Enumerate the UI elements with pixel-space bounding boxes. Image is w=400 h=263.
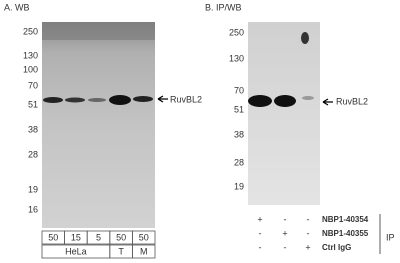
mw-marker: 28 — [234, 157, 244, 167]
blot-a — [42, 22, 155, 228]
panel-title: B. IP/WB — [205, 2, 242, 12]
mw-marker: 38 — [234, 129, 244, 139]
mw-marker: 250 — [23, 26, 38, 36]
mw-marker: 19 — [28, 184, 38, 194]
group-label: HeLa — [65, 246, 87, 256]
band — [274, 95, 296, 107]
mw-marker: 19 — [234, 181, 244, 191]
group-label: M — [140, 246, 148, 256]
ip-row-label: NBP1-40355 — [322, 229, 369, 238]
group-box — [131, 244, 156, 259]
band — [248, 95, 272, 107]
target-label: RuvBL2 — [336, 96, 368, 106]
ip-mark: - — [284, 214, 287, 224]
band — [302, 96, 314, 100]
lane-load: 50 — [139, 232, 149, 242]
target-label: RuvBL2 — [170, 94, 202, 104]
spot — [301, 32, 309, 44]
band — [43, 97, 63, 103]
mw-marker: 250 — [229, 27, 244, 37]
lane-load: 5 — [96, 232, 101, 242]
band — [88, 98, 106, 102]
ip-mark: + — [305, 242, 310, 252]
band — [133, 96, 153, 102]
lane-load: 50 — [48, 232, 58, 242]
band — [65, 97, 85, 103]
ip-mark: - — [259, 242, 262, 252]
band — [109, 95, 131, 105]
ip-mark: + — [257, 214, 262, 224]
arrow — [322, 98, 333, 106]
mw-marker: 70 — [234, 85, 244, 95]
lane-box — [131, 230, 156, 245]
mw-marker: 16 — [28, 204, 38, 214]
mw-marker: 130 — [229, 53, 244, 63]
mw-marker: 51 — [28, 99, 38, 109]
group-label: T — [118, 246, 124, 256]
ip-mark: - — [259, 228, 262, 238]
mw-marker: 100 — [23, 64, 38, 74]
mw-marker: 70 — [28, 80, 38, 90]
mw-marker: 130 — [23, 50, 38, 60]
arrow — [157, 95, 168, 103]
ip-mark: - — [307, 228, 310, 238]
ip-row-label: NBP1-40354 — [322, 215, 369, 224]
ip-mark: + — [282, 228, 287, 238]
blot-b — [248, 22, 320, 205]
ip-mark: - — [284, 242, 287, 252]
mw-marker: 38 — [28, 124, 38, 134]
side-label: IP — [386, 232, 395, 242]
mw-marker: 51 — [234, 104, 244, 114]
panel-title: A. WB — [4, 2, 30, 12]
mw-marker: 28 — [28, 149, 38, 159]
blot-a-top — [42, 22, 155, 40]
lane-load: 15 — [71, 232, 81, 242]
ip-row-label: Ctrl IgG — [322, 243, 351, 252]
ip-mark: - — [307, 214, 310, 224]
lane-load: 50 — [116, 232, 126, 242]
